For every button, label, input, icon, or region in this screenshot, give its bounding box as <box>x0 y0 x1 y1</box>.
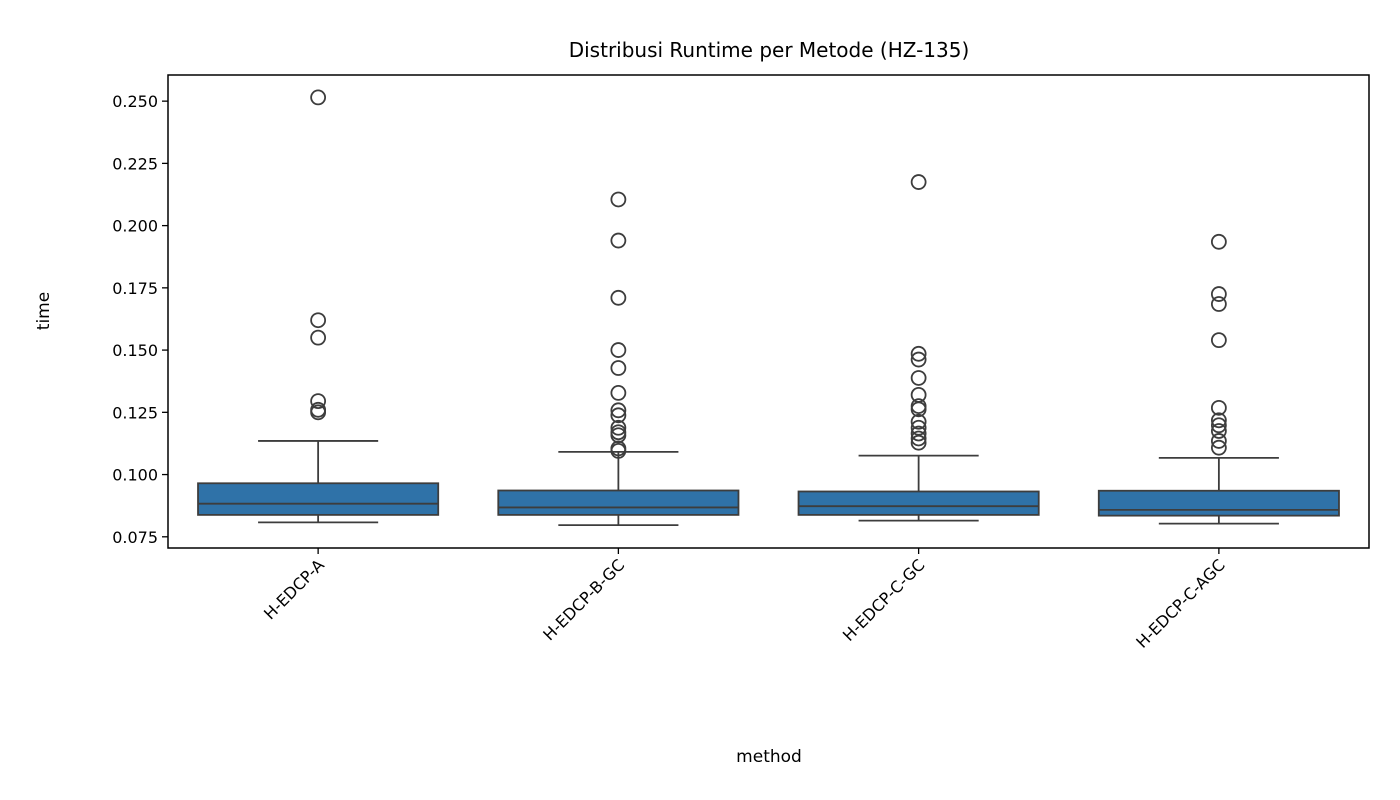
outlier-point <box>310 89 327 106</box>
outlier-point <box>910 419 927 436</box>
outlier-point <box>610 443 627 459</box>
box-group <box>797 174 1040 522</box>
outlier-point <box>610 419 627 436</box>
x-tick-label: H-EDCP-A <box>260 555 328 623</box>
x-tick-label: H-EDCP-C-GC <box>839 555 929 645</box>
y-axis: 0.075 0.100 0.125 0.150 0.175 0.200 0.225 0.250 <box>112 92 168 547</box>
y-tick-label: 0.150 <box>112 341 158 360</box>
y-tick-label: 0.225 <box>112 154 158 173</box>
x-axis: H-EDCP-A H-EDCP-B-GC H-EDCP-C-GC H-EDCP-C-A… <box>260 548 1229 652</box>
outlier-point <box>910 401 927 418</box>
outlier-point <box>910 345 927 362</box>
outlier-point <box>310 393 327 410</box>
outlier-point <box>1210 286 1227 302</box>
x-tick-label: H-EDCP-C-AGC <box>1132 555 1228 651</box>
outlier-point <box>610 289 627 306</box>
outlier-point <box>910 434 927 451</box>
box-iqr <box>197 482 440 516</box>
outlier-point <box>610 191 627 208</box>
outlier-point <box>910 430 927 447</box>
outlier-point <box>610 232 627 249</box>
outlier-point <box>310 312 327 329</box>
box-iqr <box>497 489 740 516</box>
x-axis-label: method <box>736 747 802 767</box>
outlier-point <box>610 385 627 401</box>
box-group <box>497 191 740 526</box>
outlier-point <box>910 174 927 190</box>
outlier-point <box>1210 412 1227 429</box>
outlier-point <box>610 360 627 376</box>
outlier-point <box>1210 417 1227 434</box>
box-group <box>197 89 440 524</box>
box-iqr <box>1097 489 1340 517</box>
outlier-point <box>1210 233 1227 250</box>
outlier-point <box>1210 439 1227 456</box>
outlier-point <box>910 425 927 442</box>
box-iqr <box>797 490 1040 516</box>
outlier-point <box>310 404 327 421</box>
y-tick-label: 0.125 <box>112 403 158 422</box>
outlier-point <box>1210 296 1227 312</box>
y-tick-label: 0.175 <box>112 279 158 298</box>
outlier-point <box>610 342 627 358</box>
y-tick-label: 0.075 <box>112 528 158 547</box>
outlier-point <box>910 351 927 368</box>
outlier-point <box>910 370 927 386</box>
y-axis-label: time <box>34 292 54 330</box>
outlier-point <box>1210 433 1227 449</box>
plot-marks <box>197 89 1340 526</box>
y-tick-label: 0.250 <box>112 92 158 111</box>
chart-title: Distribusi Runtime per Metode (HZ-135) <box>569 38 970 62</box>
plot-frame <box>167 74 1370 549</box>
outlier-point <box>1210 423 1227 439</box>
outlier-point <box>610 402 627 419</box>
y-tick-label: 0.100 <box>112 466 158 485</box>
outlier-point <box>1210 332 1227 349</box>
outlier-point <box>310 329 327 346</box>
outlier-point <box>1210 399 1227 416</box>
x-tick-label: H-EDCP-B-GC <box>539 555 628 644</box>
outlier-point <box>910 413 927 430</box>
box-group <box>1097 233 1340 525</box>
y-tick-label: 0.200 <box>112 217 158 236</box>
outlier-point <box>610 407 627 424</box>
